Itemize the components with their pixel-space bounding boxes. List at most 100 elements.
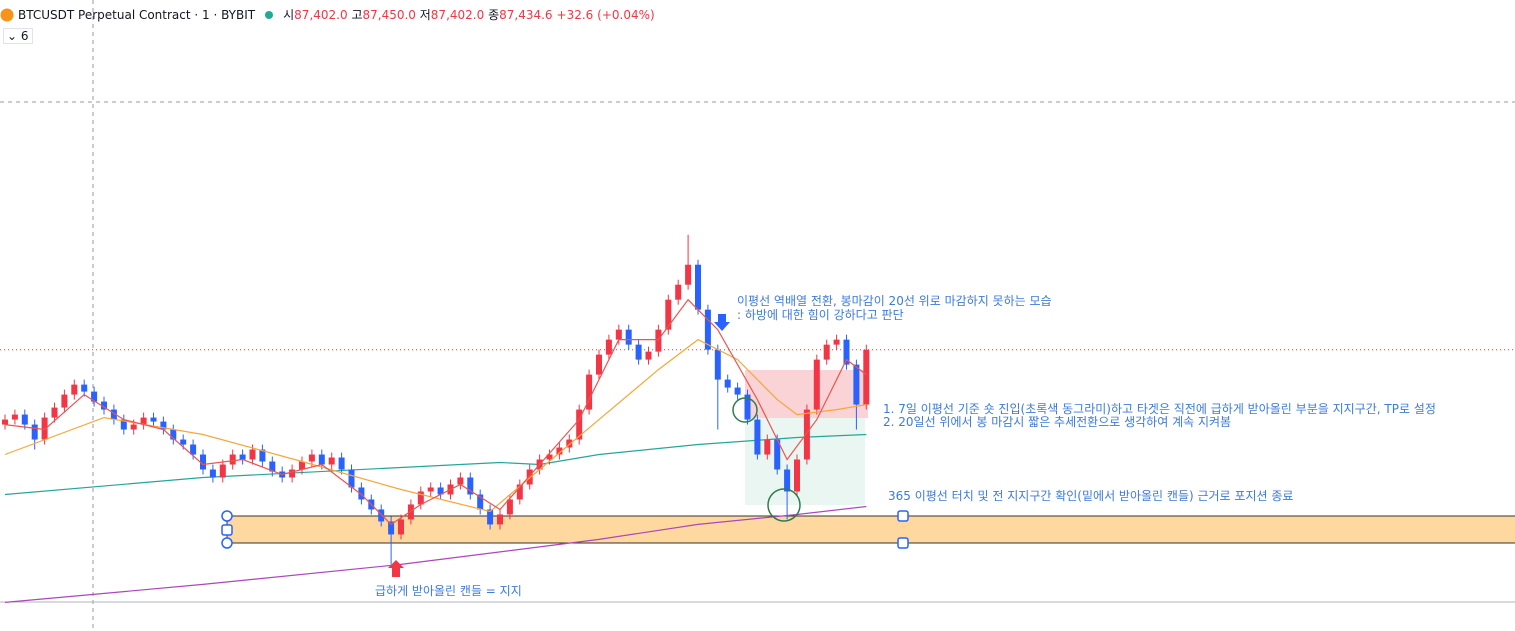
candle-body — [734, 387, 741, 395]
candle-body — [31, 424, 38, 440]
candle-body — [229, 454, 236, 465]
candle-body — [299, 461, 305, 470]
annotation: : 하방에 대한 힘이 강하다고 판단 — [737, 308, 904, 322]
candle-body — [190, 444, 197, 455]
candle-body — [665, 299, 672, 330]
candle-body — [91, 391, 98, 402]
candle-body — [2, 419, 8, 425]
handle[interactable] — [897, 537, 909, 549]
indicator-count: 6 — [20, 29, 29, 43]
candle-body — [764, 439, 771, 455]
ohlc-label: 저 — [419, 8, 431, 22]
zone-handles — [221, 510, 909, 549]
candle-body — [269, 461, 276, 472]
candle-body — [685, 264, 692, 285]
annotation: 이평선 역배열 전환, 봉마감이 20선 위로 마감하지 못하는 모습 — [737, 294, 1052, 308]
indicator-toggle[interactable]: ⌄ 6 — [3, 28, 33, 44]
candle-body — [200, 454, 206, 470]
candle-body — [398, 519, 404, 535]
exit-circle — [767, 488, 801, 522]
candle-body — [289, 469, 296, 478]
candle-body — [576, 409, 583, 440]
candle-body — [21, 414, 28, 425]
candle-body — [407, 504, 414, 520]
down-arrow — [714, 314, 730, 331]
candle-body — [596, 354, 602, 375]
ohlc-value: 87,402.0 — [294, 8, 348, 22]
candle-body — [487, 509, 494, 525]
candle-body — [744, 394, 751, 420]
candle-body — [160, 421, 167, 430]
candle-body — [526, 469, 533, 485]
ohlc-label: 시 — [283, 8, 295, 22]
candle-body — [219, 464, 226, 478]
candle-body — [328, 457, 335, 465]
candle-body — [130, 424, 137, 430]
candle-body — [645, 351, 652, 360]
handle[interactable] — [897, 510, 909, 522]
candle-body — [378, 509, 385, 522]
candle-body — [784, 469, 791, 492]
candle-body — [625, 329, 632, 345]
candle-body — [239, 454, 246, 460]
moving-average — [4, 298, 867, 526]
handle[interactable] — [221, 537, 233, 549]
status-dot — [265, 10, 274, 19]
candle-body — [675, 284, 682, 300]
candle-body — [41, 417, 48, 440]
support-zone — [226, 515, 1515, 544]
candle-body — [11, 414, 18, 420]
candle-body — [358, 487, 365, 500]
candle-body — [794, 459, 800, 492]
candle-body — [803, 409, 810, 460]
annotation: 1. 7일 이평선 기준 숏 진입(초록색 동그라미)하고 타겟은 직전에 급하… — [883, 402, 1436, 416]
symbol-icon — [0, 8, 14, 21]
candle-body — [467, 477, 474, 495]
candle-body — [457, 477, 464, 485]
candle-body — [71, 384, 78, 395]
candle-body — [823, 344, 830, 360]
candle-body — [516, 484, 523, 500]
ohlc-value: 87,402.0 — [430, 8, 485, 22]
ohlc-value: 87,434.6 — [499, 8, 553, 22]
candle-body — [180, 439, 187, 445]
candle-body — [417, 491, 424, 505]
candle-body — [140, 417, 147, 425]
candle-body — [120, 419, 127, 430]
candle-body — [615, 329, 622, 340]
annotations: 이평선 역배열 전환, 봉마감이 20선 위로 마감하지 못하는 모습 : 하방… — [375, 294, 1436, 598]
candle-body — [259, 449, 266, 462]
candle-body — [863, 349, 870, 405]
candle-body — [546, 454, 553, 460]
candle-body — [605, 339, 612, 355]
handle[interactable] — [221, 510, 233, 522]
candle-body — [655, 329, 662, 352]
candle-body — [813, 359, 820, 410]
ohlc-label: 고 — [351, 8, 363, 22]
candle-body — [61, 394, 68, 408]
candle-body — [566, 439, 573, 448]
candle-body — [497, 514, 503, 525]
entry-circle — [732, 397, 758, 423]
candle-body — [388, 521, 395, 535]
candle-body — [427, 487, 434, 492]
handle[interactable] — [221, 524, 233, 536]
candle-body — [170, 429, 177, 440]
candle-body — [695, 264, 701, 310]
candle-body — [774, 439, 781, 470]
ohlc: 시87,402.0 고87,450.0 저87,402.0 종87,434.6 — [283, 6, 552, 23]
annotation: 2. 20일선 위에서 봉 마감시 짧은 추세전환으로 생각하여 계속 지켜봄 — [883, 415, 1231, 429]
candle-body — [110, 409, 117, 420]
candle-body — [209, 469, 216, 478]
candle-body — [586, 374, 593, 410]
up-arrow — [388, 560, 404, 577]
candle-body — [51, 407, 58, 418]
candle-body — [843, 339, 850, 365]
candle-body — [81, 384, 88, 392]
annotation: 급하게 받아올린 캔들 = 지지 — [375, 584, 522, 598]
moving-average — [4, 338, 867, 513]
candle-body — [754, 419, 761, 455]
ohlc-value: 87,450.0 — [362, 8, 416, 22]
